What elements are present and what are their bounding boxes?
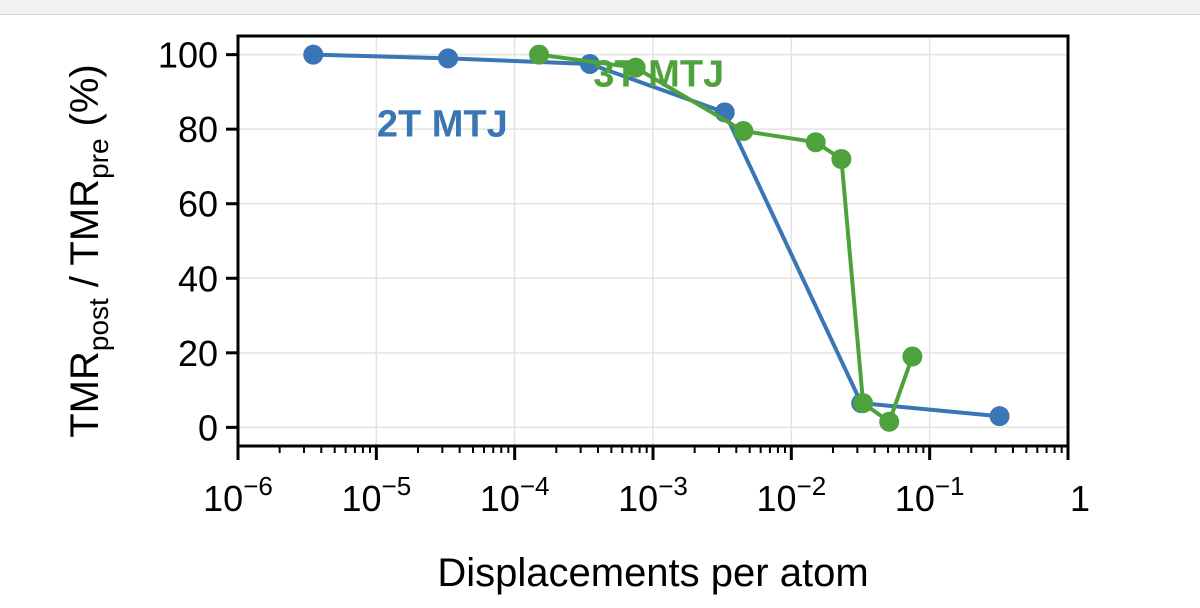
x-axis-ticks: 10−6 10−5 10−4 10−3 10−2 10−1 1: [203, 446, 1090, 519]
y-axis-label-main: TMR: [63, 351, 107, 438]
series-0: 2T MTJ: [303, 44, 1010, 427]
y-tick-label-4: 80: [178, 109, 218, 150]
x-tick-label-last: 1: [1070, 478, 1090, 519]
data-point-1-0: [529, 44, 550, 65]
y-tick-label-1: 20: [178, 333, 218, 374]
data-point-1-5: [853, 393, 874, 414]
data-point-1-7: [902, 346, 923, 367]
y-tick-label-3: 60: [178, 184, 218, 225]
y-axis-label-sub-post: post: [83, 298, 114, 351]
top-rule: [0, 0, 1200, 15]
y-axis-label-mid: / TMR: [63, 179, 107, 298]
series-line-0: [313, 52, 1000, 419]
y-axis-label-sub-pre: pre: [83, 138, 114, 178]
x-tick-label-3: 10−3: [618, 471, 688, 519]
series-1: 3T MTJ: [529, 44, 923, 432]
x-tick-label-2: 10−4: [480, 471, 550, 519]
x-tick-label-5: 10−1: [895, 471, 965, 519]
data-point-1-2: [733, 121, 754, 142]
y-tick-label-5: 100: [158, 35, 218, 76]
data-point-1-1: [625, 57, 646, 78]
data-point-1-4: [831, 149, 852, 169]
x-tick-label-1: 10−5: [341, 471, 411, 519]
data-point-1-3: [805, 132, 826, 153]
y-axis-label-unit: (%): [63, 64, 107, 126]
series-label-1: 3T MTJ: [593, 53, 724, 95]
y-axis-ticks: 0 20 40 60 80 100: [158, 35, 238, 448]
data-point-0-0: [303, 44, 324, 65]
series-layer: 2T MTJ 3T MTJ: [303, 44, 1010, 432]
data-point-0-1: [438, 48, 459, 69]
series-label-0: 2T MTJ: [377, 104, 508, 146]
data-point-0-5: [989, 406, 1010, 427]
y-tick-label-0: 0: [198, 407, 218, 448]
x-axis-label: Displacements per atom: [437, 551, 868, 595]
x-tick-label-0: 10−6: [203, 471, 273, 519]
grid-lines: [237, 36, 1069, 446]
y-tick-label-2: 40: [178, 258, 218, 299]
y-axis-label: TMRpost / TMRpre (%): [63, 64, 114, 438]
x-tick-label-4: 10−2: [756, 471, 826, 519]
data-point-1-6: [879, 411, 900, 432]
